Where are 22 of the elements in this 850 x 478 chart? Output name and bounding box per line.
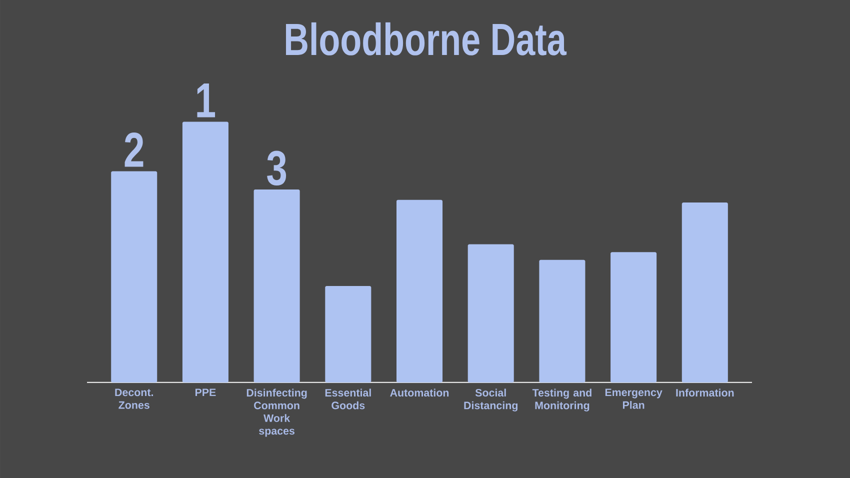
bar <box>325 286 372 382</box>
x-tick-label: Decont. Zones <box>115 388 153 409</box>
bar <box>111 171 158 382</box>
x-tick-label: Automation <box>390 388 449 397</box>
bar <box>468 244 514 382</box>
x-tick-label: PPE <box>195 388 216 396</box>
bar <box>610 252 657 382</box>
x-tick-label: Testing and Monitoring <box>532 388 592 412</box>
bar <box>396 200 443 382</box>
x-tick-label: Social Distancing <box>464 388 518 412</box>
x-tick-label: Information <box>676 388 734 397</box>
annotation: 3 <box>267 150 286 186</box>
annotation: 1 <box>197 83 216 118</box>
chart-title: Bloodborne Data <box>286 22 567 56</box>
bar <box>682 202 728 382</box>
annotation: 2 <box>124 132 144 167</box>
x-tick-label: Essential Goods <box>325 388 371 410</box>
bar <box>182 122 228 382</box>
bar <box>254 189 300 382</box>
bar <box>539 260 586 382</box>
x-tick-label: Emergency Plan <box>605 388 662 409</box>
x-tick-label: Disinfecting Common Work spaces <box>246 388 307 437</box>
